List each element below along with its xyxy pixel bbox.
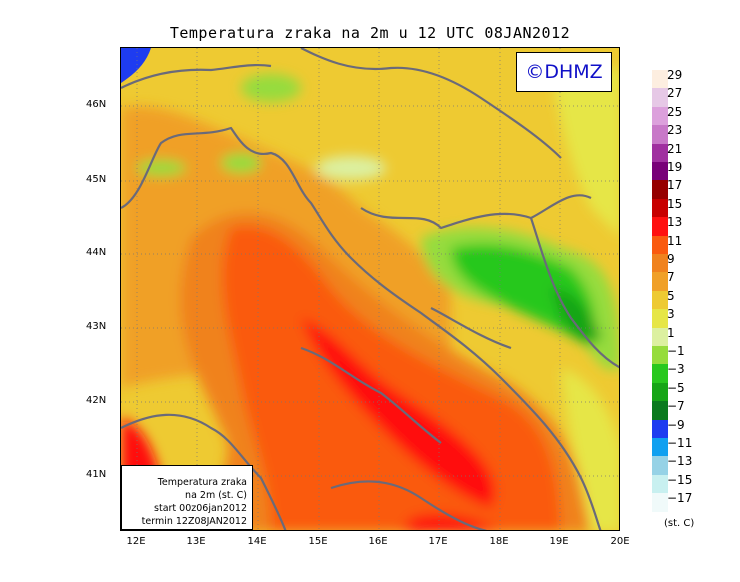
legend-label: 1 — [667, 325, 675, 340]
cold-area — [121, 48, 151, 83]
legend-swatch — [652, 143, 668, 162]
lon-tick: 12E — [126, 536, 146, 547]
legend-swatch — [652, 474, 668, 494]
legend-swatch — [652, 290, 668, 310]
lat-tick: 45N — [86, 174, 107, 185]
legend-swatch — [652, 456, 668, 475]
legend-label: 3 — [667, 307, 675, 322]
lon-tick: 19E — [549, 536, 569, 547]
legend-swatch — [652, 254, 668, 273]
legend-label: −1 — [667, 344, 685, 358]
lon-tick: 14E — [247, 536, 267, 547]
lon-tick: 15E — [308, 536, 328, 547]
legend-swatch — [652, 438, 668, 457]
legend-label: −3 — [667, 362, 685, 377]
legend-swatch — [652, 401, 668, 420]
info-line-start: start 00z06jan2012 — [154, 503, 247, 514]
legend-swatch — [652, 88, 668, 107]
legend-swatch — [652, 493, 668, 512]
legend-label: 29 — [667, 68, 683, 82]
legend-swatch — [652, 382, 668, 402]
dhmz-logo: ©DHMZ — [516, 52, 612, 92]
legend-swatch — [652, 327, 668, 346]
legend-swatch — [652, 272, 668, 291]
legend-label: −7 — [667, 399, 685, 414]
lon-tick: 13E — [186, 536, 206, 547]
legend-label: 23 — [667, 123, 683, 138]
legend-label: 27 — [667, 86, 683, 101]
legend-swatch — [652, 364, 668, 383]
temperature-contours — [121, 68, 619, 530]
legend-swatch — [652, 309, 668, 328]
info-line-variable: Temperatura zraka — [157, 477, 247, 488]
graticule — [121, 48, 619, 530]
legend-swatch — [652, 70, 668, 89]
map-canvas — [121, 48, 619, 530]
info-line-termin: termin 12Z08JAN2012 — [141, 516, 247, 527]
legend-label: −17 — [667, 491, 693, 506]
legend-swatch — [652, 162, 668, 181]
legend-label: 21 — [667, 141, 683, 156]
legend-label: −13 — [667, 454, 693, 469]
legend-label: 15 — [667, 196, 683, 211]
legend-swatch — [652, 419, 668, 438]
lat-tick: 46N — [86, 99, 107, 110]
legend-label: 17 — [667, 178, 683, 193]
lat-tick: 42N — [86, 395, 107, 406]
legend-label: 9 — [667, 252, 675, 266]
temperature-map — [120, 47, 620, 531]
map-title: Temperatura zraka na 2m u 12 UTC 08JAN20… — [169, 24, 571, 42]
lon-tick: 16E — [368, 536, 388, 547]
lon-tick: 20E — [610, 536, 630, 547]
lat-tick: 43N — [86, 321, 107, 332]
legend-units: (st. C) — [664, 518, 695, 529]
lat-tick: 44N — [86, 247, 107, 258]
legend-label: 13 — [667, 215, 683, 230]
legend-swatch — [652, 180, 668, 199]
lon-tick: 17E — [428, 536, 448, 547]
legend-label: 25 — [667, 104, 683, 119]
lon-tick: 18E — [489, 536, 509, 547]
legend-label: −11 — [667, 436, 693, 450]
info-line-units: na 2m (st. C) — [185, 490, 247, 501]
legend-label: 5 — [667, 288, 675, 303]
legend-swatch — [652, 125, 668, 144]
legend-swatch — [652, 217, 668, 236]
legend-swatch — [652, 235, 668, 254]
legend-label: 19 — [667, 160, 683, 174]
legend-swatch — [652, 106, 668, 126]
lat-tick: 41N — [86, 469, 107, 480]
legend-label: −15 — [667, 472, 693, 487]
legend-label: 7 — [667, 270, 675, 285]
legend-label: −9 — [667, 417, 685, 432]
legend-swatch — [652, 198, 668, 218]
legend-label: 11 — [667, 233, 683, 248]
coastlines — [121, 48, 619, 530]
legend-swatch — [652, 346, 668, 365]
legend-label: −5 — [667, 380, 685, 395]
info-box: Temperatura zraka na 2m (st. C) start 00… — [121, 465, 253, 530]
